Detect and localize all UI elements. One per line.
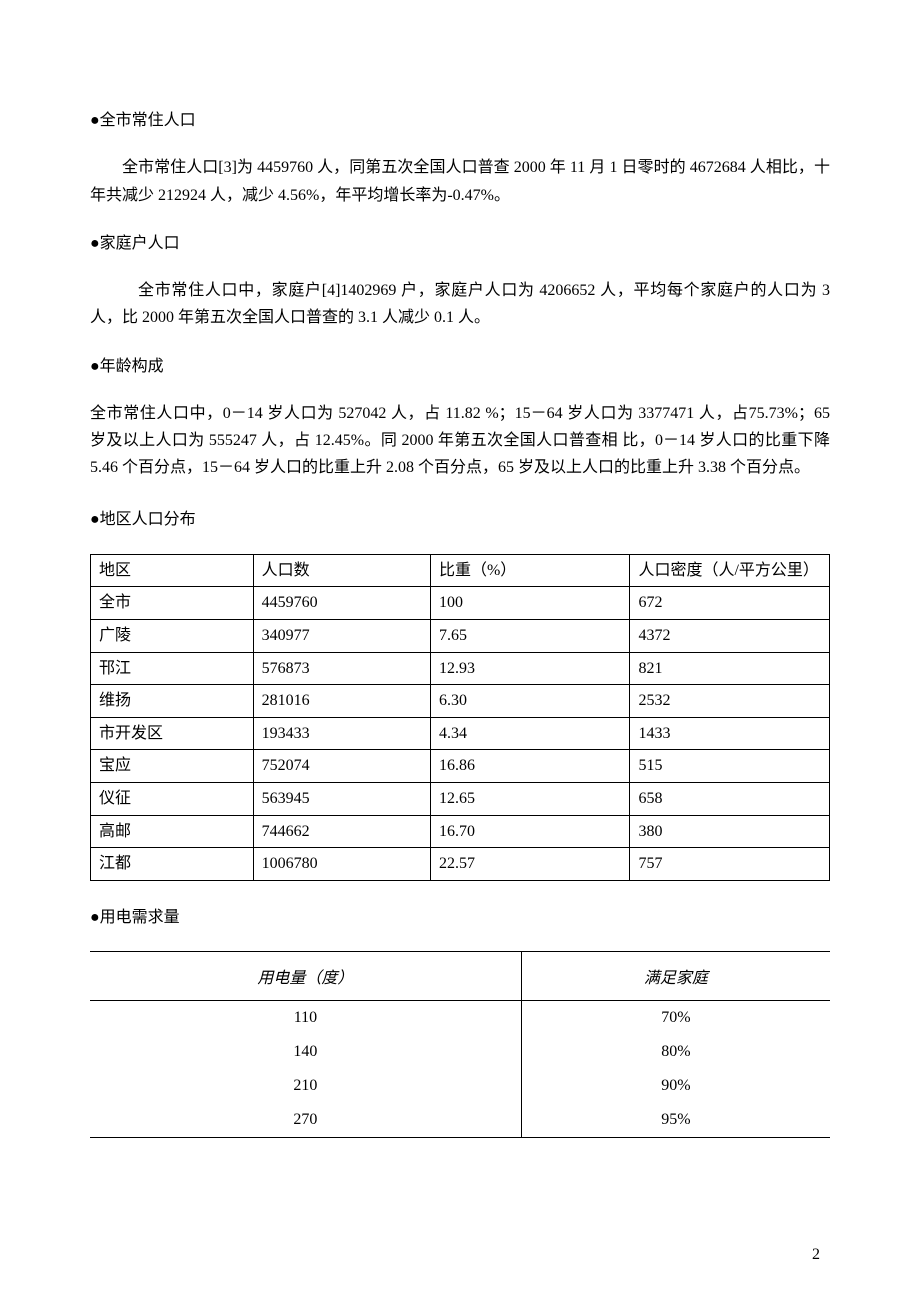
col-header-usage: 用电量（度） (90, 952, 521, 1001)
table-cell: 16.70 (430, 815, 630, 848)
table-cell: 邗江 (91, 652, 254, 685)
table-header-row: 用电量（度） 满足家庭 (90, 952, 830, 1001)
table-cell: 16.86 (430, 750, 630, 783)
table-cell: 380 (630, 815, 830, 848)
para-age: 全市常住人口中，0－14 岁人口为 527042 人，占 11.82 %；15－… (90, 400, 830, 482)
table-cell: 744662 (253, 815, 430, 848)
section-heading-demand: ●用电需求量 (90, 907, 830, 929)
col-header: 地区 (91, 554, 254, 587)
col-header: 人口数 (253, 554, 430, 587)
col-header: 人口密度（人/平方公里） (630, 554, 830, 587)
table-row: 21090% (90, 1069, 830, 1103)
table-row: 宝应75207416.86515 (91, 750, 830, 783)
table-row: 仪征56394512.65658 (91, 783, 830, 816)
table-cell: 22.57 (430, 848, 630, 881)
table-cell: 4372 (630, 620, 830, 653)
table-row: 广陵3409777.654372 (91, 620, 830, 653)
table-cell: 100 (430, 587, 630, 620)
document-page: ●全市常住人口 全市常住人口[3]为 4459760 人，同第五次全国人口普查 … (0, 0, 920, 1302)
table-row: 14080% (90, 1035, 830, 1069)
table-cell: 340977 (253, 620, 430, 653)
section-heading-household: ●家庭户人口 (90, 233, 830, 255)
section-heading-age: ●年龄构成 (90, 356, 830, 378)
table-cell: 2532 (630, 685, 830, 718)
para-population: 全市常住人口[3]为 4459760 人，同第五次全国人口普查 2000 年 1… (90, 154, 830, 208)
table-row: 江都100678022.57757 (91, 848, 830, 881)
table-cell: 281016 (253, 685, 430, 718)
table-row: 全市4459760100672 (91, 587, 830, 620)
section-heading-population: ●全市常住人口 (90, 110, 830, 132)
region-population-table: 地区人口数比重（%）人口密度（人/平方公里）全市4459760100672广陵3… (90, 554, 830, 881)
table-cell: 高邮 (91, 815, 254, 848)
table-row: 邗江57687312.93821 (91, 652, 830, 685)
table-cell: 广陵 (91, 620, 254, 653)
table-cell: 90% (521, 1069, 830, 1103)
table-row: 市开发区1934334.341433 (91, 717, 830, 750)
table-cell: 12.65 (430, 783, 630, 816)
table-cell: 市开发区 (91, 717, 254, 750)
col-header: 比重（%） (430, 554, 630, 587)
table-cell: 70% (521, 1001, 830, 1036)
page-number: 2 (812, 1246, 820, 1264)
table-cell: 752074 (253, 750, 430, 783)
table-cell: 563945 (253, 783, 430, 816)
section-heading-region: ●地区人口分布 (90, 509, 830, 531)
table-cell: 80% (521, 1035, 830, 1069)
table-cell: 821 (630, 652, 830, 685)
table-cell: 宝应 (91, 750, 254, 783)
table-cell: 576873 (253, 652, 430, 685)
table-cell: 维扬 (91, 685, 254, 718)
electricity-demand-table: 用电量（度） 满足家庭 11070%14080%21090%27095% (90, 951, 830, 1138)
table-row: 11070% (90, 1001, 830, 1036)
table-cell: 210 (90, 1069, 521, 1103)
table-cell: 4459760 (253, 587, 430, 620)
table-cell: 12.93 (430, 652, 630, 685)
col-header-families: 满足家庭 (521, 952, 830, 1001)
table-cell: 全市 (91, 587, 254, 620)
demand-table-body: 11070%14080%21090%27095% (90, 1001, 830, 1138)
table-cell: 95% (521, 1103, 830, 1138)
table-cell: 658 (630, 783, 830, 816)
table-cell: 757 (630, 848, 830, 881)
table-cell: 1433 (630, 717, 830, 750)
table-row: 高邮74466216.70380 (91, 815, 830, 848)
table-cell: 仪征 (91, 783, 254, 816)
table-cell: 672 (630, 587, 830, 620)
table-header-row: 地区人口数比重（%）人口密度（人/平方公里） (91, 554, 830, 587)
region-table-body: 地区人口数比重（%）人口密度（人/平方公里）全市4459760100672广陵3… (91, 554, 830, 880)
table-cell: 1006780 (253, 848, 430, 881)
table-cell: 515 (630, 750, 830, 783)
table-cell: 140 (90, 1035, 521, 1069)
table-cell: 4.34 (430, 717, 630, 750)
table-cell: 6.30 (430, 685, 630, 718)
table-row: 维扬2810166.302532 (91, 685, 830, 718)
table-cell: 270 (90, 1103, 521, 1138)
table-row: 27095% (90, 1103, 830, 1138)
para-household: 全市常住人口中，家庭户[4]1402969 户，家庭户人口为 4206652 人… (90, 277, 830, 331)
table-cell: 193433 (253, 717, 430, 750)
table-cell: 江都 (91, 848, 254, 881)
table-cell: 110 (90, 1001, 521, 1036)
table-cell: 7.65 (430, 620, 630, 653)
